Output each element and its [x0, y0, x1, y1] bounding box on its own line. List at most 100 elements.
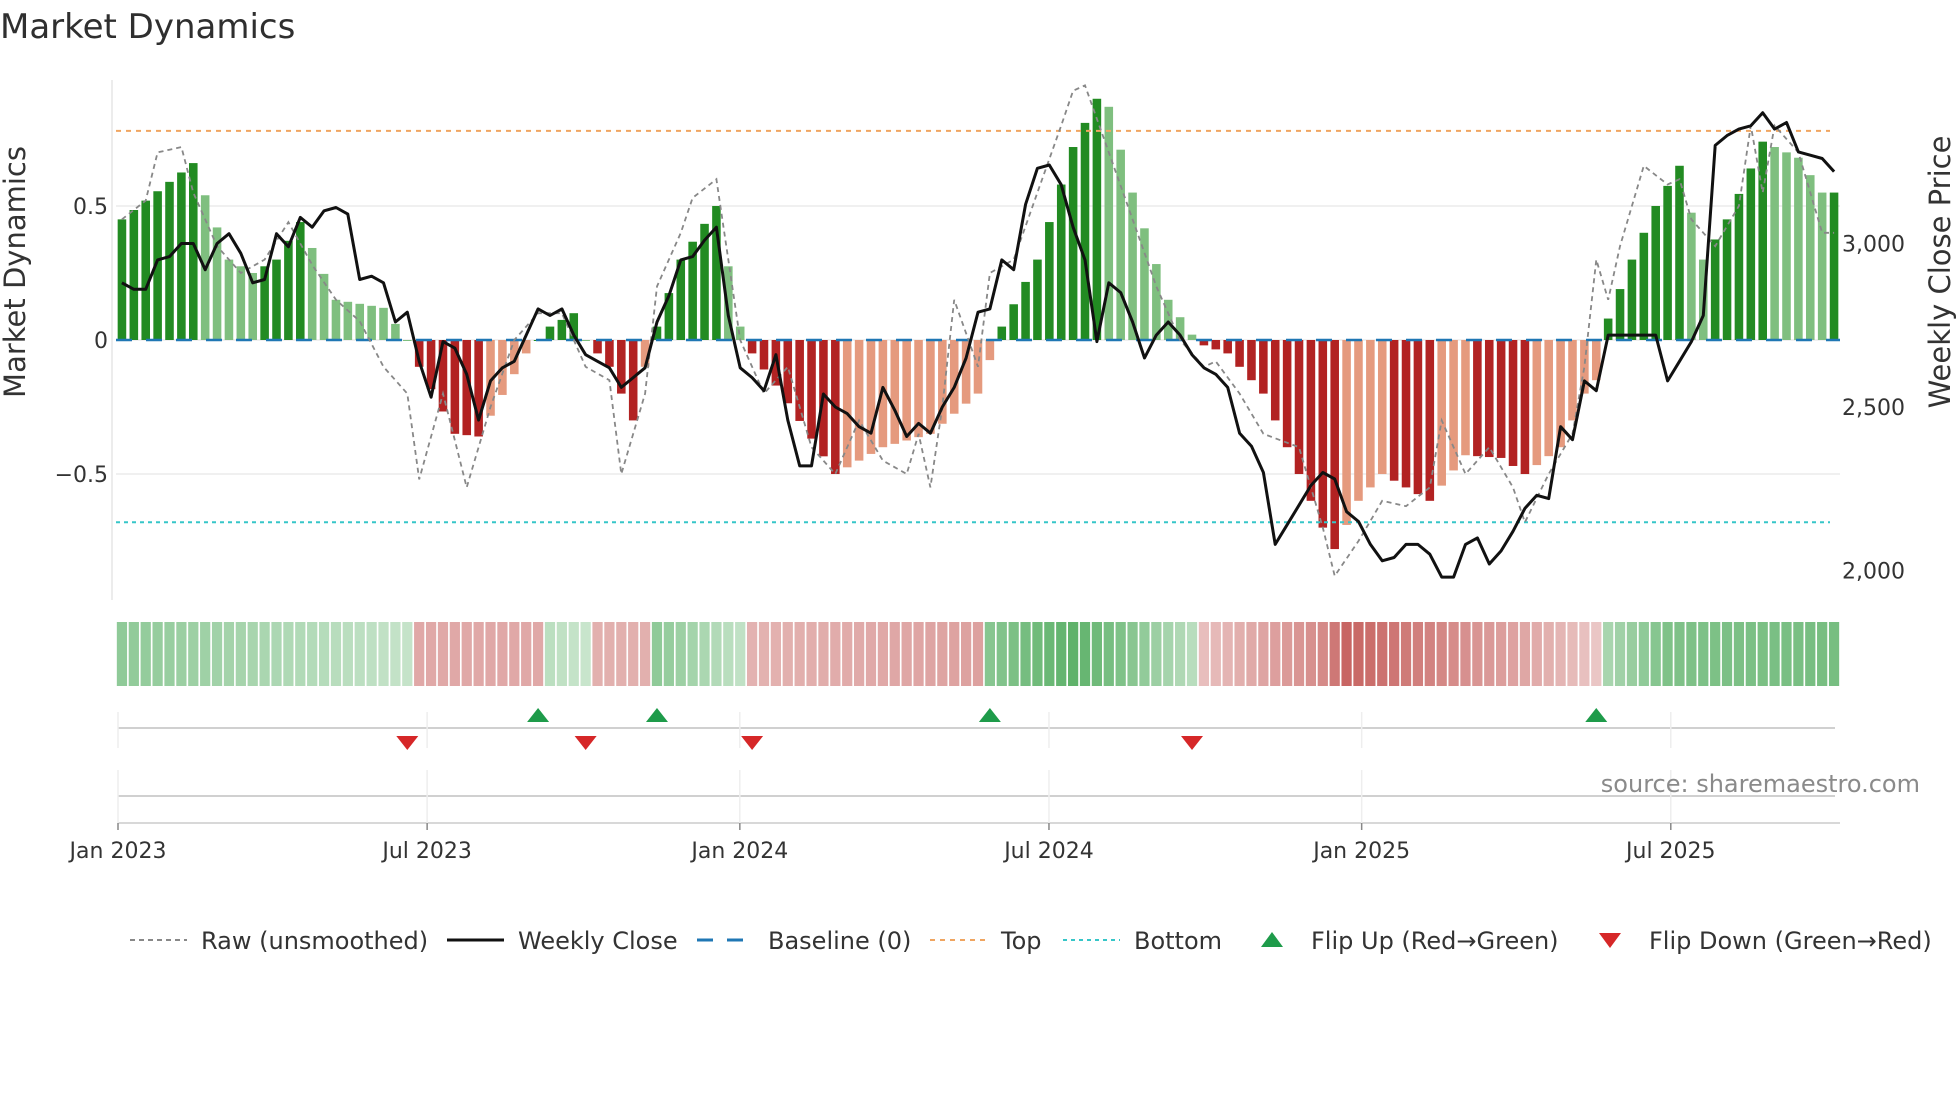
ribbon-cell — [972, 622, 984, 686]
ribbon-cell — [1448, 622, 1459, 686]
ribbon-cell — [1270, 622, 1281, 686]
dynamics-bar — [1508, 340, 1518, 466]
ribbon-cell — [378, 622, 389, 686]
ribbon-cell — [1460, 622, 1471, 686]
line-series — [116, 84, 1840, 579]
ribbon-cell — [711, 622, 722, 686]
dynamics-bar — [1556, 340, 1565, 448]
dynamics-bar — [1532, 340, 1542, 466]
dynamics-bar — [1675, 165, 1684, 340]
flip-down-marker — [396, 736, 419, 750]
dynamics-bar — [1591, 340, 1601, 381]
ribbon-cell — [1258, 622, 1269, 686]
ribbon-cell — [984, 622, 996, 686]
dynamics-bar — [1235, 340, 1244, 367]
ribbon-cell — [1044, 622, 1055, 686]
dynamics-bar — [949, 340, 959, 414]
ribbon-cell — [461, 622, 472, 686]
dynamics-bar — [1354, 340, 1363, 501]
source-label: source: sharemaestro.com — [1601, 770, 1920, 798]
ribbon-cell — [509, 622, 520, 686]
ribbon-cell — [1377, 622, 1388, 686]
dynamics-bar — [1639, 232, 1649, 340]
ribbon-cell — [1519, 622, 1531, 686]
dynamics-bar — [1568, 340, 1577, 421]
dynamics-bar — [1152, 264, 1161, 340]
ribbon-cell — [1721, 622, 1733, 686]
ribbon-cell — [366, 622, 377, 686]
dynamics-bar — [1782, 152, 1791, 340]
flip-down-marker — [1181, 736, 1204, 750]
ribbon-cell — [1472, 622, 1483, 686]
dynamics-bar — [1259, 340, 1268, 394]
dynamics-bar — [1580, 340, 1589, 394]
legend-label-top: Top — [1000, 927, 1042, 955]
ribbon-cell — [425, 622, 437, 686]
x-axis-ticks: Jan 2023 Jul 2023 Jan 2024 Jul 2024 Jan 2025… — [68, 823, 1716, 864]
ribbon-cell — [1793, 622, 1804, 686]
ribbon-cell — [1305, 622, 1317, 686]
ribbon-cell — [1507, 622, 1519, 686]
dynamics-bar — [1247, 340, 1256, 381]
left-tick-label: 0.5 — [73, 195, 108, 220]
ribbon-cell — [865, 622, 877, 686]
dynamics-bar — [272, 259, 281, 340]
dynamics-bar — [902, 340, 911, 441]
dynamics-bar — [735, 326, 745, 340]
ribbon-cell — [1341, 622, 1352, 686]
dynamics-bar — [379, 307, 388, 340]
dynamics-bar — [450, 340, 460, 434]
dynamics-bar — [510, 340, 519, 375]
ribbon-cell — [1436, 622, 1447, 686]
right-tick-label: 2,500 — [1842, 396, 1905, 421]
dynamics-bar — [1342, 340, 1351, 525]
dynamics-bar — [1484, 340, 1494, 458]
ribbon-cell — [1745, 622, 1756, 686]
ribbon-cell — [1091, 622, 1103, 686]
ribbon-cell — [1079, 622, 1091, 686]
x-tick-label: Jul 2025 — [1624, 839, 1716, 864]
ribbon-cell — [901, 622, 912, 686]
ribbon-cell — [1198, 622, 1210, 686]
ribbon-cell — [651, 622, 663, 686]
ribbon-cell — [616, 622, 627, 686]
ribbon-cell — [390, 622, 401, 686]
ribbon-cell — [1068, 622, 1079, 686]
ribbon-cell — [1710, 622, 1721, 686]
ribbon-cell — [628, 622, 639, 686]
ribbon-cell — [342, 622, 353, 686]
dynamics-bar — [248, 272, 258, 340]
ribbon-cell — [1056, 622, 1067, 686]
ribbon-cell — [1246, 622, 1257, 686]
ribbon-cell — [889, 622, 900, 686]
ribbon-cell — [877, 622, 888, 686]
ribbon-cell — [1222, 622, 1233, 686]
ribbon-cell — [235, 622, 246, 686]
dynamics-bar — [1092, 98, 1102, 341]
dynamics-bar — [617, 340, 626, 394]
ribbon-cell — [271, 622, 282, 686]
ribbon-cell — [1186, 622, 1198, 686]
dynamics-bar — [664, 293, 674, 340]
dynamics-bar — [1473, 340, 1482, 457]
dynamics-bar — [307, 247, 317, 340]
dynamics-bar — [1758, 141, 1767, 340]
dynamics-bar — [700, 223, 709, 340]
ribbon-cell — [1210, 622, 1221, 686]
dynamics-bar — [712, 205, 721, 340]
regime-ribbon — [116, 622, 1840, 686]
right-axis-ticks: 3,000 2,500 2,000 — [1842, 233, 1905, 585]
dynamics-bar — [462, 340, 472, 436]
ribbon-cell — [307, 622, 318, 686]
dynamics-bar — [557, 319, 567, 340]
dynamics-bar — [1128, 192, 1137, 340]
ribbon-cell — [1412, 622, 1424, 686]
dynamics-bar — [1805, 175, 1815, 340]
ribbon-cell — [806, 622, 817, 686]
right-axis-title: Weekly Close Price — [1923, 136, 1957, 409]
legend-label-close: Weekly Close — [518, 927, 678, 955]
dynamics-bar — [854, 340, 864, 461]
dynamics-bar — [961, 340, 971, 404]
ribbon-cell — [1389, 622, 1400, 686]
dynamics-bar — [1449, 340, 1458, 471]
